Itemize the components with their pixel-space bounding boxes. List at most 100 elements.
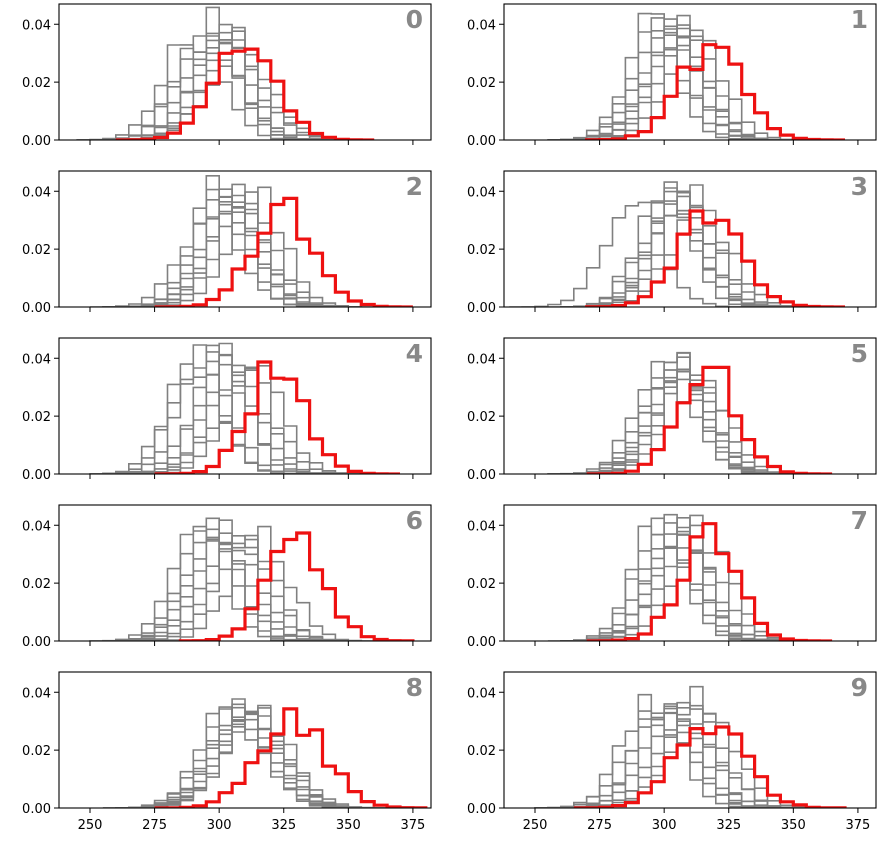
y-tick-label: 0.02 bbox=[467, 577, 496, 592]
gray-histogram-8 bbox=[115, 715, 400, 808]
y-tick-label: 0.02 bbox=[467, 744, 496, 759]
x-tick-label: 375 bbox=[846, 818, 871, 833]
panel-label-1: 1 bbox=[851, 5, 868, 34]
y-tick-label: 0.04 bbox=[467, 352, 496, 367]
histograms bbox=[534, 685, 847, 808]
histograms bbox=[89, 342, 400, 474]
panel-label-7: 7 bbox=[851, 506, 868, 535]
panel-label-4: 4 bbox=[406, 339, 423, 368]
y-tick-label: 0.00 bbox=[22, 468, 51, 483]
red-histogram bbox=[586, 522, 833, 641]
histograms bbox=[89, 517, 415, 641]
gray-histogram-8 bbox=[573, 29, 820, 140]
gray-histogram-3 bbox=[560, 522, 782, 641]
x-tick-label: 300 bbox=[652, 818, 677, 833]
y-tick-label: 0.02 bbox=[22, 76, 51, 91]
red-histogram bbox=[586, 365, 833, 474]
axes-frame bbox=[58, 170, 432, 308]
gray-histogram-0 bbox=[89, 530, 310, 641]
y-tick-label: 0.02 bbox=[22, 577, 51, 592]
gray-histogram-6 bbox=[560, 206, 807, 307]
panel-8: 0.00 0.02 0.04 250 275 300 325 350 375 8 bbox=[22, 671, 432, 833]
y-tick-label: 0.02 bbox=[467, 76, 496, 91]
y-tick-label: 0.00 bbox=[467, 301, 496, 316]
histograms bbox=[547, 12, 845, 140]
y-tick-label: 0.04 bbox=[22, 686, 51, 701]
x-tick-label: 300 bbox=[207, 818, 232, 833]
y-tick-label: 0.00 bbox=[22, 134, 51, 149]
histograms bbox=[102, 698, 428, 808]
gray-histogram-5 bbox=[573, 187, 794, 307]
panel-label-9: 9 bbox=[851, 673, 868, 702]
axes-frame bbox=[503, 337, 877, 475]
panel-label-3: 3 bbox=[851, 172, 868, 201]
y-tick-label: 0.04 bbox=[22, 18, 51, 33]
x-tick-label: 375 bbox=[401, 818, 426, 833]
panel-4: 0.00 0.02 0.04 4 bbox=[22, 337, 432, 483]
y-tick-label: 0.04 bbox=[467, 185, 496, 200]
y-tick-label: 0.04 bbox=[467, 686, 496, 701]
gray-histogram-8 bbox=[573, 374, 820, 474]
panel-label-5: 5 bbox=[851, 339, 868, 368]
panel-2: 0.00 0.02 0.04 2 bbox=[22, 170, 432, 316]
histograms bbox=[547, 351, 833, 474]
axes-frame bbox=[503, 671, 877, 809]
red-histogram bbox=[178, 531, 415, 641]
y-tick-label: 0.04 bbox=[22, 519, 51, 534]
y-tick-label: 0.04 bbox=[467, 18, 496, 33]
red-histogram bbox=[585, 209, 845, 307]
gray-histogram-3 bbox=[547, 705, 794, 808]
y-tick-label: 0.00 bbox=[22, 301, 51, 316]
x-tick-label: 325 bbox=[271, 818, 296, 833]
y-tick-label: 0.04 bbox=[467, 519, 496, 534]
x-tick-label: 350 bbox=[781, 818, 806, 833]
y-tick-label: 0.00 bbox=[22, 802, 51, 817]
axes-frame bbox=[58, 337, 432, 475]
x-tick-label: 325 bbox=[716, 818, 741, 833]
gray-histogram-4 bbox=[102, 528, 349, 641]
panel-7: 0.00 0.02 0.04 7 bbox=[467, 504, 877, 650]
y-tick-label: 0.04 bbox=[22, 352, 51, 367]
x-tick-label: 250 bbox=[523, 818, 548, 833]
y-tick-label: 0.00 bbox=[467, 134, 496, 149]
axes-frame bbox=[503, 3, 877, 141]
panel-9: 0.00 0.02 0.04 250 275 300 325 350 375 9 bbox=[467, 671, 877, 833]
gray-histogram-2 bbox=[102, 6, 323, 140]
panel-5: 0.00 0.02 0.04 5 bbox=[467, 337, 877, 483]
histograms bbox=[547, 513, 833, 641]
y-tick-label: 0.02 bbox=[467, 243, 496, 258]
axes-frame bbox=[503, 170, 877, 308]
y-tick-label: 0.04 bbox=[22, 185, 51, 200]
panel-label-6: 6 bbox=[406, 506, 423, 535]
gray-histogram-7 bbox=[573, 685, 820, 808]
panel-3: 0.00 0.02 0.04 3 bbox=[467, 170, 877, 316]
gray-histogram-3 bbox=[560, 27, 781, 140]
histograms bbox=[90, 175, 413, 307]
histograms bbox=[509, 181, 845, 307]
y-tick-label: 0.02 bbox=[22, 410, 51, 425]
y-tick-label: 0.02 bbox=[22, 243, 51, 258]
y-tick-label: 0.02 bbox=[22, 744, 51, 759]
red-histogram bbox=[585, 43, 845, 140]
gray-histogram-2 bbox=[547, 190, 794, 307]
gray-histogram-1 bbox=[90, 344, 310, 474]
red-histogram bbox=[115, 47, 375, 140]
gray-histogram-7 bbox=[573, 14, 795, 140]
y-tick-label: 0.00 bbox=[467, 468, 496, 483]
panel-label-0: 0 bbox=[406, 5, 423, 34]
y-tick-label: 0.00 bbox=[467, 635, 496, 650]
red-histogram bbox=[154, 360, 400, 474]
gray-histogram-5 bbox=[560, 701, 807, 808]
panel-6: 0.00 0.02 0.04 6 bbox=[22, 504, 432, 650]
axes-frame bbox=[503, 504, 877, 642]
gray-histogram-6 bbox=[115, 194, 362, 307]
red-histogram bbox=[154, 707, 428, 808]
red-histogram bbox=[573, 725, 847, 808]
panel-1: 0.00 0.02 0.04 1 bbox=[467, 3, 877, 149]
panel-label-8: 8 bbox=[406, 673, 423, 702]
gray-histogram-0 bbox=[509, 201, 755, 307]
axes-frame bbox=[58, 3, 432, 141]
gray-histogram-6 bbox=[115, 535, 362, 641]
y-tick-label: 0.00 bbox=[22, 635, 51, 650]
